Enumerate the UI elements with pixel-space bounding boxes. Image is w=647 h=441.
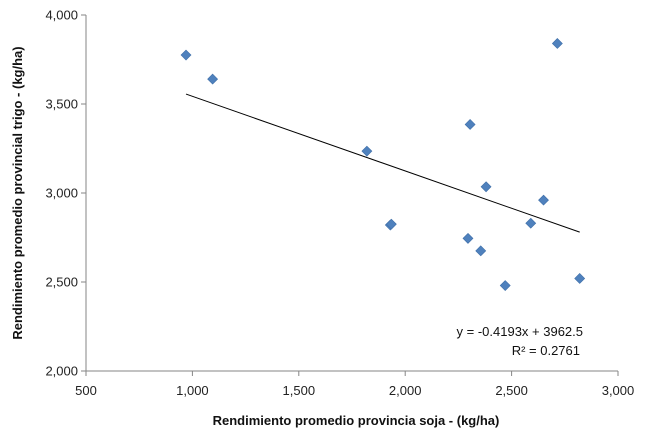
data-point bbox=[207, 73, 219, 85]
r-squared-label: R² = 0.2761 bbox=[512, 343, 580, 358]
data-point bbox=[180, 49, 192, 61]
y-axis-title: Rendimiento promedio provincial trigo - … bbox=[10, 46, 25, 339]
data-point bbox=[574, 273, 586, 284]
data-point bbox=[462, 232, 474, 244]
y-tick-label: 3,500 bbox=[45, 97, 78, 112]
x-tick-label: 2,500 bbox=[495, 383, 528, 398]
x-tick-label: 1,500 bbox=[283, 383, 316, 398]
x-tick-label: 3,000 bbox=[602, 383, 635, 398]
data-point bbox=[464, 119, 476, 130]
x-tick-label: 2,000 bbox=[389, 383, 422, 398]
y-tick-label: 3,000 bbox=[45, 186, 78, 201]
y-tick-label: 2,000 bbox=[45, 364, 78, 379]
data-point bbox=[475, 245, 487, 257]
data-points bbox=[180, 38, 586, 291]
x-tick-label: 500 bbox=[75, 383, 97, 398]
trendline-group bbox=[185, 93, 580, 233]
trendline bbox=[185, 93, 580, 233]
data-point bbox=[361, 145, 373, 157]
data-point bbox=[385, 218, 397, 230]
data-point bbox=[538, 194, 549, 206]
tick-labels: 2,000 2,500 3,000 3,500 4,000 500 1,000 1,500 2,… bbox=[45, 8, 634, 399]
data-point bbox=[551, 38, 563, 49]
data-point bbox=[480, 181, 492, 193]
data-point bbox=[499, 280, 511, 291]
axes bbox=[81, 14, 619, 376]
trendline-equation: y = -0.4193x + 3962.5 bbox=[457, 324, 583, 339]
x-axis-title: Rendimiento promedio provincia soja - (k… bbox=[213, 413, 500, 428]
y-tick-label: 4,000 bbox=[45, 8, 78, 23]
y-tick-label: 2,500 bbox=[45, 275, 78, 290]
x-tick-label: 1,000 bbox=[176, 383, 209, 398]
data-point bbox=[525, 217, 537, 229]
